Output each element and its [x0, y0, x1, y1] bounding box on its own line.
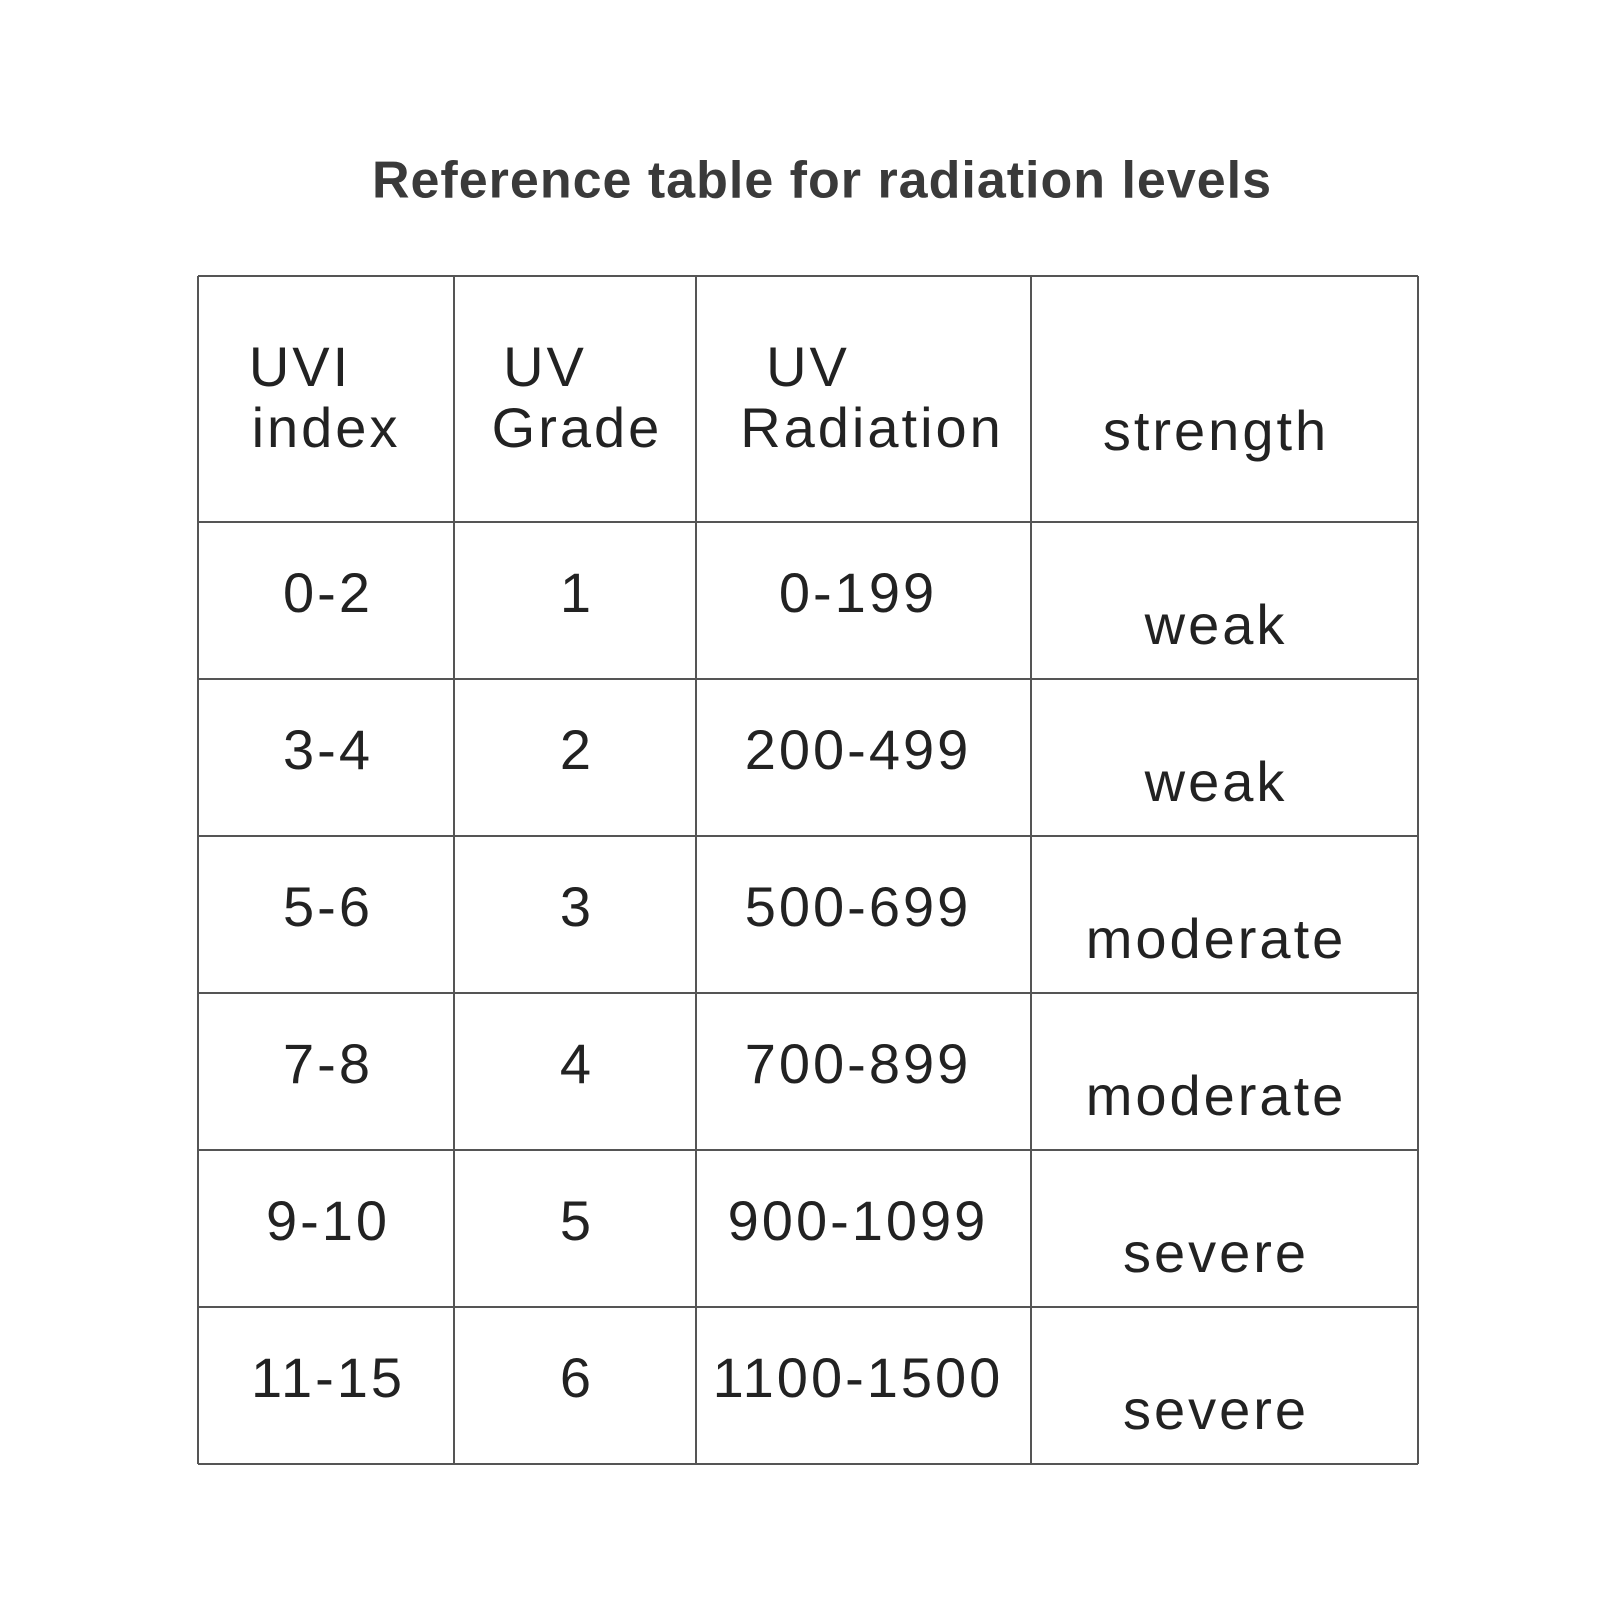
header-cell: Grade: [492, 396, 663, 459]
header-cell: UVI: [249, 335, 351, 398]
table-cell: 0-2: [283, 561, 373, 624]
table-cell: weak: [1144, 750, 1288, 813]
header-cell: UV: [766, 335, 850, 398]
table-cell: 1100-1500: [713, 1346, 1004, 1409]
table-cell: 0-199: [779, 561, 937, 624]
table-cell: 2: [560, 718, 594, 781]
table-cell: severe: [1123, 1378, 1309, 1441]
header-cell: strength: [1103, 399, 1329, 462]
table-cell: 1: [560, 561, 594, 624]
table-cell: 11-15: [251, 1346, 405, 1409]
header-cell: Radiation: [740, 396, 1004, 459]
table-cell: 5-6: [283, 875, 373, 938]
table-cell: 4: [560, 1032, 594, 1095]
table-cell: 7-8: [283, 1032, 373, 1095]
table-cell: 5: [560, 1189, 594, 1252]
table-cell: 900-1099: [728, 1189, 989, 1252]
table-cell: severe: [1123, 1221, 1309, 1284]
table-cell: 700-899: [745, 1032, 972, 1095]
table-cell: 200-499: [745, 718, 972, 781]
page-title: Reference table for radiation levels: [372, 152, 1272, 210]
table-cell: 500-699: [745, 875, 972, 938]
header-cell: UV: [503, 335, 587, 398]
table-grid: [197, 275, 1419, 1465]
table-cell: moderate: [1086, 907, 1347, 970]
table-cell: moderate: [1086, 1064, 1347, 1127]
header-cell: index: [252, 396, 401, 459]
table-cell: 3-4: [283, 718, 373, 781]
table-cell: 9-10: [266, 1189, 390, 1252]
table-cell: 3: [560, 875, 594, 938]
table-cell: weak: [1144, 593, 1288, 656]
table-cell: 6: [560, 1346, 594, 1409]
